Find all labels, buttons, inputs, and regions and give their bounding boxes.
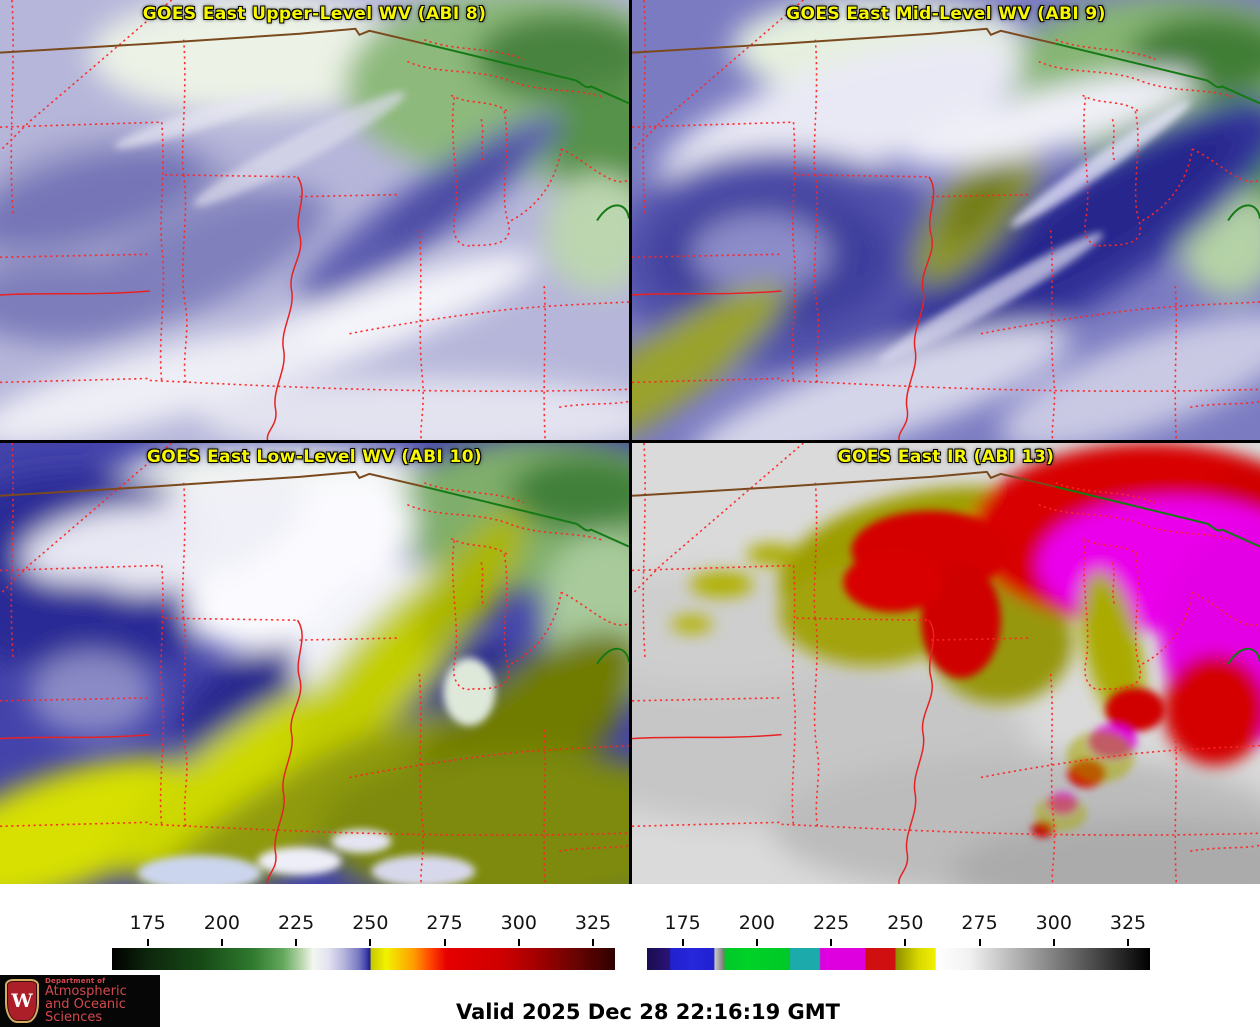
colorbar-tick-mark xyxy=(369,939,372,946)
panel-ir: GOES East IR (ABI 13) xyxy=(632,443,1260,884)
colorbar-tick-mark xyxy=(681,939,684,946)
colorbar-tick-mark xyxy=(978,939,981,946)
satellite-image-upper-level-wv xyxy=(0,0,629,440)
colorbar-tick-label: 175 xyxy=(664,912,701,934)
colorbar-tick-mark xyxy=(755,939,758,946)
colorbar-tick-mark xyxy=(1127,939,1130,946)
colorbar-tick-mark xyxy=(146,939,149,946)
satellite-image-ir xyxy=(632,443,1260,884)
panel-mid-level-wv: GOES East Mid-Level WV (ABI 9) xyxy=(632,0,1260,440)
colorbar-tick-label: 175 xyxy=(129,912,166,934)
colorbar-tick-mark xyxy=(592,939,595,946)
colorbar-tick-label: 250 xyxy=(352,912,389,934)
satellite-image-low-level-wv xyxy=(0,443,629,884)
colorbar-tick-label: 275 xyxy=(961,912,998,934)
colorbar-tick-label: 200 xyxy=(203,912,240,934)
panel-upper-level-wv: GOES East Upper-Level WV (ABI 8) xyxy=(0,0,629,440)
colorbar-tick-mark xyxy=(904,939,907,946)
wv-colorbar-gradient xyxy=(112,948,615,970)
ir-colorbar-gradient xyxy=(647,948,1150,970)
colorbar-tick-label: 300 xyxy=(1035,912,1072,934)
ir-colorbar-ticks xyxy=(647,938,1150,947)
satellite-quad-grid: GOES East Upper-Level WV (ABI 8) xyxy=(0,0,1260,884)
satellite-image-mid-level-wv xyxy=(632,0,1260,440)
colorbar-tick-label: 325 xyxy=(574,912,612,934)
ir-colorbar: 175 200 225 250 275 300 325 xyxy=(647,912,1150,974)
wv-colorbar-ticks xyxy=(112,938,615,947)
colorbar-tick-mark xyxy=(295,939,298,946)
colorbar-tick-mark xyxy=(517,939,520,946)
colorbar-tick-label: 325 xyxy=(1109,912,1147,934)
colorbar-tick-label: 200 xyxy=(738,912,775,934)
colorbar-tick-label: 300 xyxy=(500,912,537,934)
colorbar-tick-mark xyxy=(443,939,446,946)
colorbar-tick-label: 275 xyxy=(426,912,463,934)
colorbar-tick-label: 225 xyxy=(812,912,850,934)
logo-line1: Atmospheric xyxy=(45,983,127,999)
logo-dept-line: Department of xyxy=(45,976,106,985)
aos-logo: W Department of Atmospheric and Oceanic … xyxy=(0,975,160,1027)
valid-time-label: Valid 2025 Dec 28 22:16:19 GMT xyxy=(456,1000,840,1024)
colorbar-tick-mark xyxy=(1052,939,1055,946)
logo-line2: and Oceanic Sciences xyxy=(45,996,126,1026)
wv-colorbar-tick-labels: 175 200 225 250 275 300 325 xyxy=(112,912,615,938)
ir-colorbar-tick-labels: 175 200 225 250 275 300 325 xyxy=(647,912,1150,938)
colorbar-tick-mark xyxy=(220,939,223,946)
uw-crest-icon: W xyxy=(5,979,39,1023)
colorbar-tick-label: 250 xyxy=(887,912,924,934)
aos-logo-text: Department of Atmospheric and Oceanic Sc… xyxy=(45,976,160,1026)
wv-colorbar: 175 200 225 250 275 300 325 xyxy=(112,912,615,974)
colorbar-tick-label: 225 xyxy=(277,912,315,934)
panel-low-level-wv: GOES East Low-Level WV (ABI 10) xyxy=(0,443,629,884)
colorbar-tick-mark xyxy=(830,939,833,946)
